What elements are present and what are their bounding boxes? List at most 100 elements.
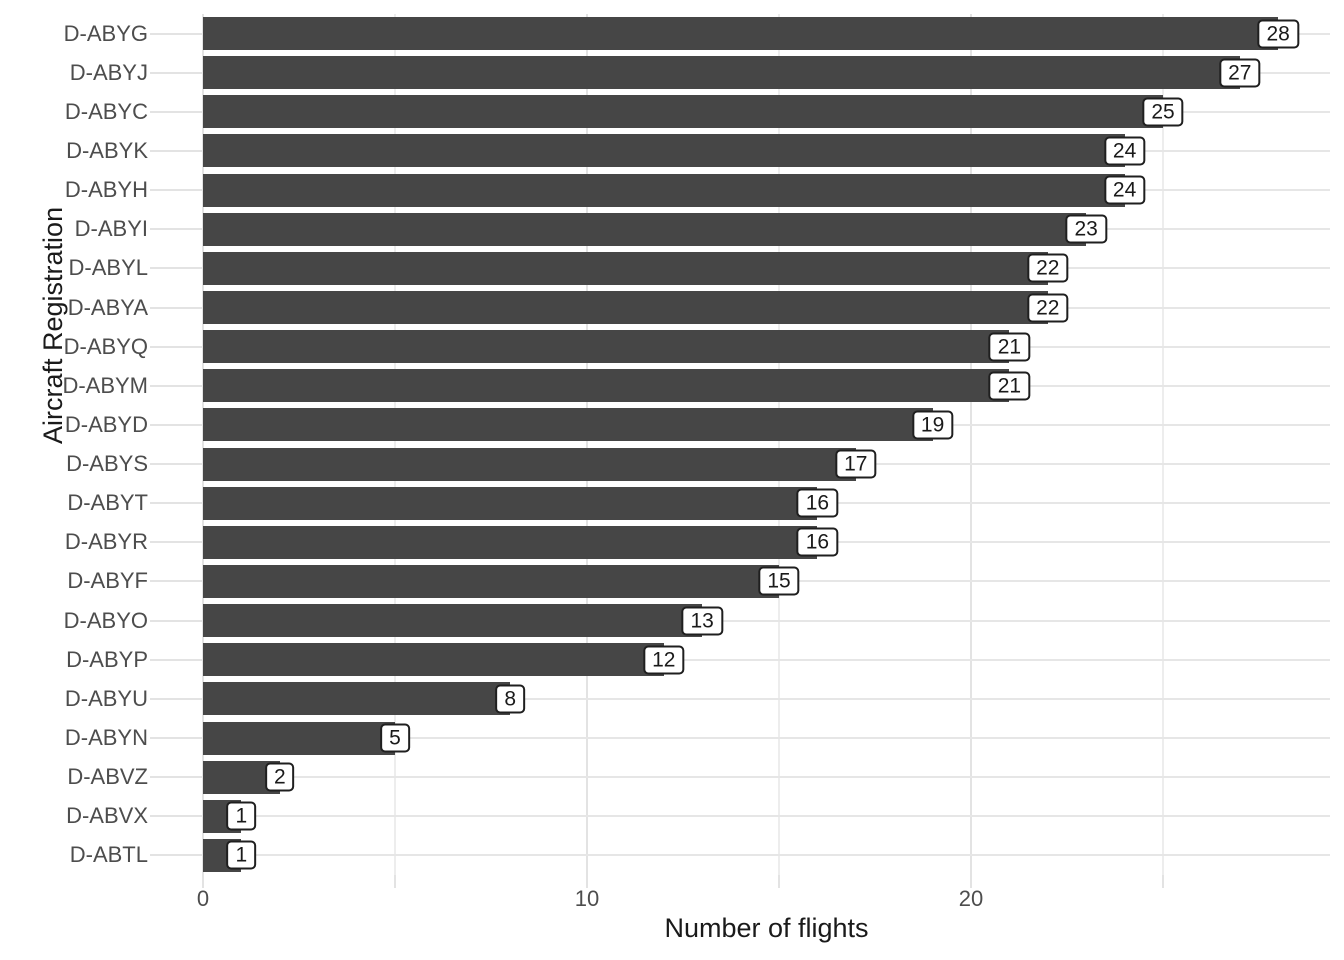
x-gridline-minor [1162, 14, 1164, 875]
x-axis-tick [586, 875, 588, 888]
category-label: D-ABYL [68, 255, 148, 281]
category-label: D-ABYI [74, 216, 148, 242]
x-axis-tick [1162, 875, 1164, 888]
bar [203, 643, 664, 677]
y-axis-tick [150, 619, 203, 622]
x-gridline-major [586, 14, 588, 875]
value-label: 24 [1103, 175, 1146, 205]
x-gridline-minor [394, 14, 396, 875]
x-axis-tick [394, 875, 396, 888]
row-gridline [203, 737, 1330, 740]
value-label: 15 [758, 566, 800, 596]
bar [203, 408, 933, 442]
category-label: D-ABYS [66, 451, 148, 477]
category-label: D-ABYM [62, 372, 148, 398]
y-axis-tick [150, 815, 203, 818]
y-axis-tick [150, 71, 203, 74]
row-gridline [203, 619, 1330, 622]
category-label: D-ABTL [69, 842, 148, 868]
y-axis-tick [150, 149, 203, 152]
x-tick-label: 10 [574, 886, 600, 911]
value-label: 22 [1027, 293, 1069, 323]
category-label: D-ABYP [66, 646, 148, 672]
bar [203, 447, 856, 481]
y-axis-tick [150, 580, 203, 583]
y-axis-tick [150, 658, 203, 661]
value-label: 2 [264, 762, 295, 792]
category-label: D-ABYK [66, 137, 148, 163]
bar [203, 212, 1087, 246]
category-label: D-ABYC [64, 98, 148, 124]
category-label: D-ABYO [63, 607, 148, 633]
value-label: 13 [681, 606, 723, 636]
plot-panel: 28 27 25 24 24 23 22 22 21 21 19 17 16 16 15 13 12 8 5 2 1 1 [202, 14, 1330, 875]
bar [203, 173, 1125, 207]
y-axis-tick [150, 776, 203, 779]
value-label: 16 [796, 527, 839, 557]
category-label: D-ABVX [66, 803, 148, 829]
y-axis-tick [150, 228, 203, 231]
category-label: D-ABYN [64, 725, 148, 751]
value-label: 27 [1219, 58, 1261, 88]
value-label: 5 [380, 723, 410, 753]
bar [203, 682, 511, 716]
category-label: D-ABYH [64, 177, 148, 203]
value-label: 1 [226, 801, 257, 831]
y-axis-tick [150, 463, 203, 466]
value-label: 24 [1103, 136, 1146, 166]
y-axis-tick [150, 854, 203, 857]
y-axis-tick [150, 110, 203, 113]
x-tick-label: 20 [958, 886, 984, 911]
y-axis-tick [150, 384, 203, 387]
value-label: 12 [643, 645, 685, 675]
x-axis-tick [970, 875, 972, 888]
value-label: 1 [226, 840, 257, 870]
y-axis-tick [150, 502, 203, 505]
value-label: 28 [1257, 19, 1299, 49]
bar [203, 291, 1048, 325]
x-tick-label: 0 [196, 886, 210, 911]
value-label: 17 [835, 449, 877, 479]
x-gridline-major [970, 14, 972, 875]
row-gridline [203, 697, 1330, 700]
y-axis-tick [150, 541, 203, 544]
y-axis-tick [150, 345, 203, 348]
y-axis-tick [150, 267, 203, 270]
bar [203, 564, 779, 598]
category-label: D-ABYA [67, 294, 148, 320]
y-axis-tick [150, 306, 203, 309]
value-label: 25 [1142, 97, 1184, 127]
bar [203, 95, 1163, 129]
bar [203, 330, 1010, 364]
category-label: D-ABYR [64, 529, 148, 555]
category-label: D-ABYT [67, 490, 148, 516]
x-axis-tick [778, 875, 780, 888]
bar [203, 369, 1010, 403]
value-label: 16 [796, 488, 839, 518]
x-gridline-minor [778, 14, 780, 875]
y-axis-tick [150, 423, 203, 426]
value-label: 8 [495, 684, 526, 714]
y-axis-tick [150, 697, 203, 700]
value-label: 21 [988, 371, 1031, 401]
bar [203, 525, 818, 559]
bar [203, 17, 1279, 51]
category-label: D-ABYD [64, 411, 148, 437]
category-label: D-ABYU [64, 685, 148, 711]
row-gridline [203, 776, 1330, 779]
bar [203, 486, 818, 520]
value-label: 22 [1027, 253, 1069, 283]
x-axis-tick [202, 875, 204, 888]
value-label: 21 [988, 332, 1031, 362]
bar [203, 56, 1240, 90]
row-gridline [203, 815, 1330, 818]
x-gridline-major [202, 14, 204, 875]
row-gridline [203, 854, 1330, 857]
category-label: D-ABYF [67, 568, 148, 594]
value-label: 19 [911, 410, 954, 440]
y-axis-tick [150, 737, 203, 740]
category-label: D-ABVZ [67, 764, 148, 790]
bar [203, 721, 395, 755]
bar [203, 251, 1048, 285]
